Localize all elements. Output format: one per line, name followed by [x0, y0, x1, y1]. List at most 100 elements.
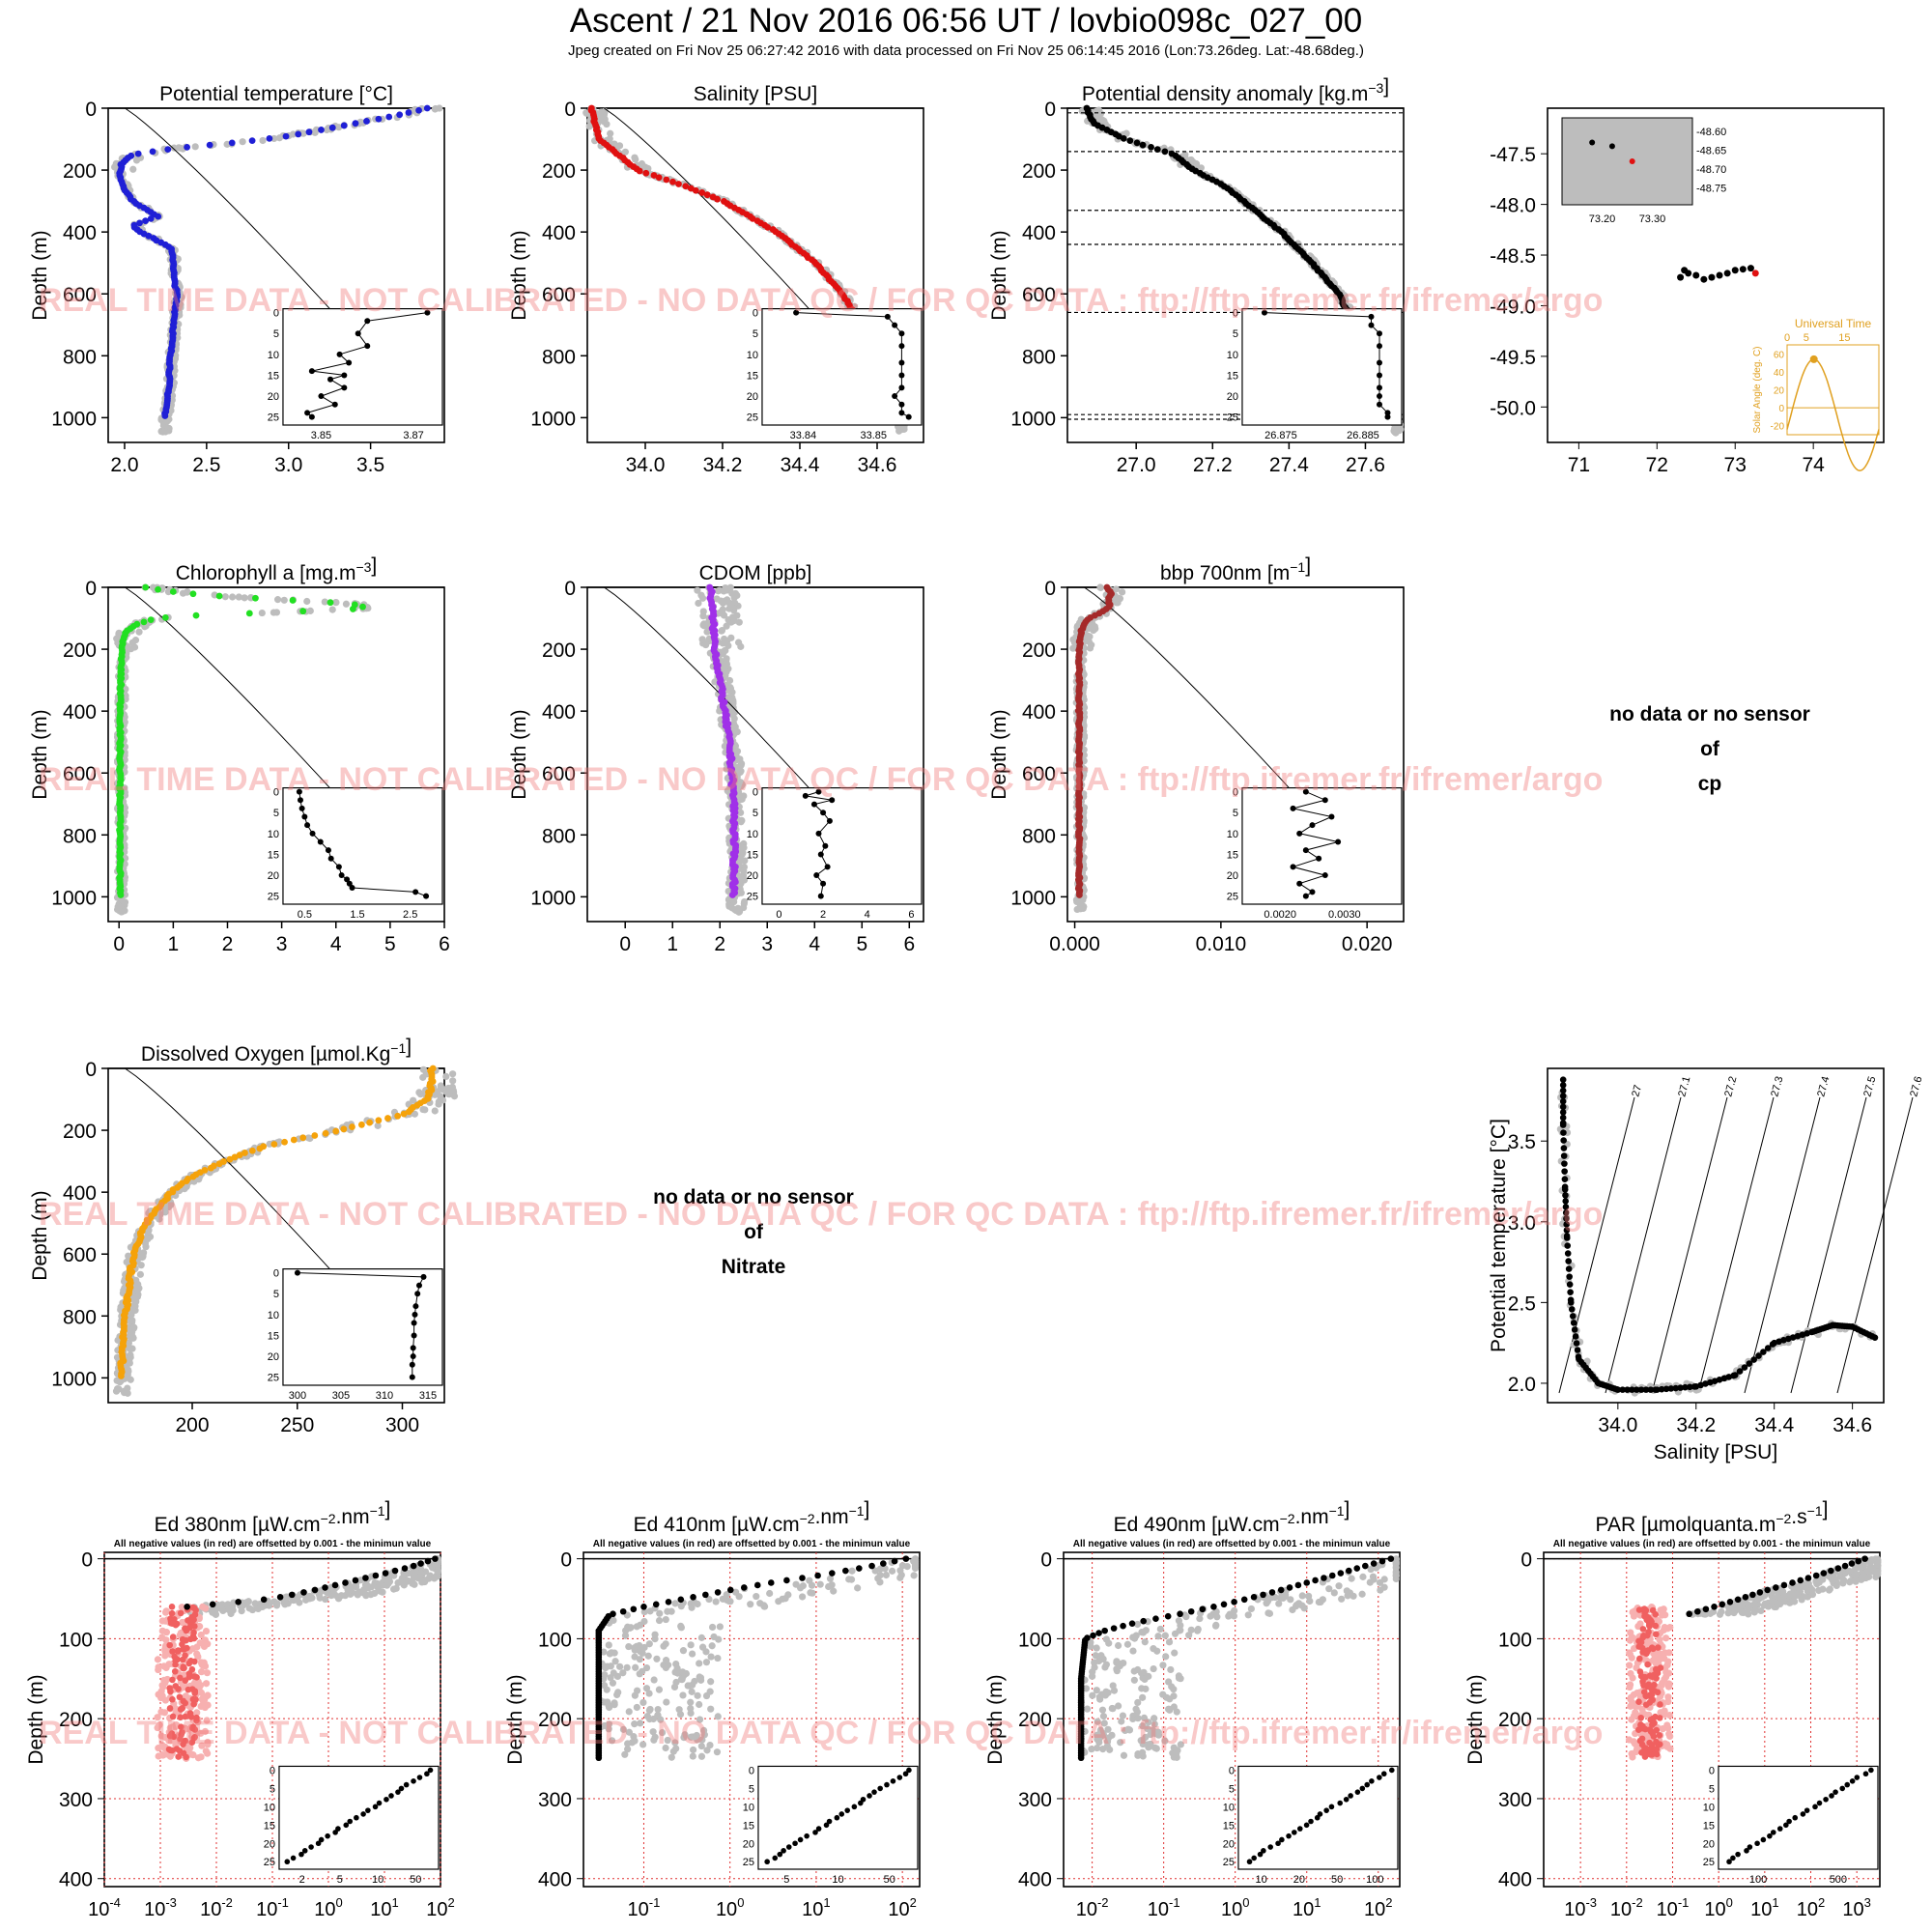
ed380-hist-point: [430, 1575, 439, 1582]
dens-inset-point: [1384, 413, 1391, 420]
dens-data-point: [1139, 141, 1147, 149]
dens-data-point: [1120, 134, 1127, 142]
ed380-neg-point: [169, 1676, 176, 1684]
cdom-inset-ytick-1: 5: [753, 808, 758, 819]
cdom-hist-point: [702, 640, 710, 649]
bbp-hist-point: [1119, 588, 1126, 596]
ts-xlabel: Salinity [PSU]: [1654, 1441, 1777, 1463]
oxy-data-point: [270, 1141, 278, 1148]
ed380-neg-cloud-point: [154, 1656, 162, 1663]
map-zoom-point: [1608, 143, 1615, 150]
sal-inset-point: [793, 309, 800, 316]
dens-ytick-label-1: 200: [1022, 160, 1056, 183]
dens-hist-point: [1100, 117, 1108, 125]
cdom-hist-point: [738, 795, 746, 803]
chla-inset-xtick-1: 1.5: [350, 909, 364, 921]
ed380-xtick-label-5: 101: [370, 1895, 398, 1920]
sal-inset-point: [898, 410, 905, 416]
ts-data-point: [1563, 1215, 1570, 1222]
oxy-data-point: [248, 1147, 256, 1154]
sal-inset-point: [898, 330, 905, 337]
bbp-inset-point: [1296, 880, 1303, 887]
chla-data-point: [252, 594, 259, 602]
temp-xtick-label-1: 2.5: [192, 454, 220, 476]
cdom-ytick-label-0: 0: [564, 578, 576, 600]
map-zoom-ytick-1: -48.65: [1696, 145, 1726, 156]
ts-data-point: [1563, 1235, 1571, 1241]
cdom-hist-point: [724, 685, 732, 693]
cdom-hist-point: [695, 599, 702, 608]
temp-inset-point: [336, 351, 343, 357]
temp-data-point: [318, 127, 325, 133]
ed380-xtick-label-4: 100: [314, 1895, 342, 1920]
chla-data-point: [117, 892, 125, 898]
dens-data-point: [1126, 137, 1134, 145]
ts-data-point: [1559, 1093, 1567, 1099]
ed380-hist-point: [411, 1574, 418, 1581]
oxy-hist-point: [127, 1351, 134, 1359]
ed380-hist-point: [259, 1603, 267, 1611]
dens-title: Potential density anomaly [kg.m−3]: [1082, 75, 1389, 105]
cdom-inset-point: [829, 797, 836, 804]
chla-data-point: [147, 616, 155, 624]
ed380-neg-cloud-point: [197, 1753, 205, 1761]
oxy-ytick-label-5: 1000: [51, 1368, 97, 1390]
ed380-neg-cloud-point: [193, 1650, 201, 1658]
chla-inset-point: [309, 830, 316, 837]
oxy-hist-point: [449, 1070, 457, 1078]
ts-data-point: [1566, 1273, 1573, 1280]
oxy-ytick-label-1: 200: [63, 1121, 97, 1143]
oxy-hist-point: [135, 1284, 143, 1293]
dens-data-point: [1148, 143, 1154, 151]
ed380-hist-point: [403, 1577, 411, 1585]
dens-inset-point: [1376, 343, 1382, 350]
ed380-xtick-label-6: 102: [426, 1895, 454, 1920]
chla-inset-ytick-1: 5: [273, 808, 279, 819]
bbp-inset-point: [1302, 893, 1309, 899]
chla-hist-point: [280, 596, 288, 604]
cdom-hist-point: [724, 599, 732, 607]
cdom-hist-point: [736, 885, 744, 894]
bbp-inset-ytick-4: 20: [1227, 870, 1238, 882]
cdom-ytick-label-2: 400: [542, 701, 576, 724]
oxy-hist-point: [127, 1376, 134, 1383]
chla-inset-point: [325, 847, 331, 854]
temp-ytick-label-5: 1000: [51, 408, 97, 430]
oxy-inset-ytick-2: 10: [268, 1310, 279, 1321]
cdom-xtick-label-5: 5: [856, 933, 867, 955]
sal-inset-point: [884, 313, 891, 320]
dens-inset-frame: [1241, 308, 1403, 426]
sal-inset-point: [898, 401, 905, 408]
chla-hist-point: [221, 593, 229, 601]
cdom-hist-point: [730, 616, 738, 625]
chla-data-point: [189, 590, 197, 598]
chla-hist-point: [235, 593, 242, 601]
chla-data-point: [289, 597, 297, 604]
ed380-neg-point: [180, 1664, 186, 1672]
sal-hist-point: [611, 140, 618, 148]
oxy-inset-ytick-4: 20: [268, 1351, 279, 1363]
ts-data-point: [1572, 1333, 1579, 1340]
oxy-inset-ytick-0: 0: [273, 1268, 279, 1280]
ed380-hist-point: [417, 1569, 425, 1577]
oxy-ytick-label-2: 400: [63, 1182, 97, 1205]
cdom-inset-frame: [761, 786, 923, 905]
cdom-xtick-label-4: 4: [809, 933, 820, 955]
sal-hist-point: [597, 113, 606, 121]
sal-inset-ytick-2: 10: [747, 350, 758, 361]
cdom-hist-point: [724, 895, 733, 903]
ts-isopycnal-label-6: 27.6: [1908, 1075, 1924, 1098]
sal-inset-point: [892, 322, 898, 328]
cdom-xtick-label-6: 6: [903, 933, 915, 955]
solar-current-point: [1809, 355, 1818, 363]
sal-data-point: [682, 183, 690, 190]
ed380-neg-point: [177, 1706, 185, 1713]
temp-xtick-label-3: 3.5: [356, 454, 384, 476]
map-ytick-label-5: -50.0: [1490, 397, 1536, 419]
ts-data-point: [1559, 1109, 1567, 1116]
cdom-inset-point: [826, 817, 833, 824]
bbp-inset-point: [1321, 872, 1328, 879]
temp-inset-ytick-2: 10: [268, 350, 279, 361]
chla-hist-point: [229, 593, 237, 601]
ed380-neg-cloud-point: [199, 1603, 207, 1610]
